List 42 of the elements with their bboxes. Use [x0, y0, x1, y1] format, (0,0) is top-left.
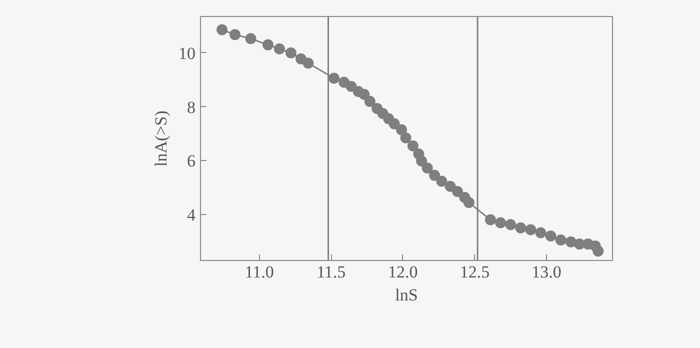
point [416, 156, 428, 167]
point [505, 219, 516, 230]
point [262, 39, 274, 50]
point [358, 88, 370, 100]
point [346, 80, 357, 92]
x-tick-label: 11.5 [316, 262, 346, 282]
point [525, 224, 536, 236]
point [535, 227, 546, 238]
point [400, 132, 412, 144]
point [436, 176, 448, 187]
point [463, 197, 474, 208]
x-tick-label: 12.5 [460, 262, 490, 282]
y-tick-label: 8 [187, 98, 196, 117]
point [364, 96, 376, 107]
point [565, 236, 576, 248]
point [592, 246, 604, 257]
x-axis-title: lnS [395, 286, 418, 304]
y-axis-title: lnA(>S) [152, 110, 170, 166]
point [407, 140, 418, 152]
x-tick-label: 11.0 [244, 262, 274, 282]
point [302, 58, 314, 69]
point [495, 217, 506, 228]
point [274, 43, 285, 54]
point [452, 186, 463, 197]
x-tick-label: 12.0 [388, 262, 418, 282]
point [545, 230, 556, 242]
y-tick-label: 4 [187, 206, 196, 225]
point [428, 170, 440, 181]
point [484, 214, 496, 226]
y-tick-label: 10 [178, 44, 196, 63]
point [515, 222, 526, 234]
point [422, 162, 433, 174]
point [388, 118, 400, 130]
point [216, 24, 228, 36]
point [396, 124, 407, 136]
x-tick-label: 13.0 [532, 262, 562, 282]
point [555, 234, 566, 246]
y-tick-label: 6 [187, 152, 196, 171]
point [229, 29, 240, 40]
point [328, 72, 340, 84]
point [245, 33, 256, 44]
point [285, 47, 296, 58]
